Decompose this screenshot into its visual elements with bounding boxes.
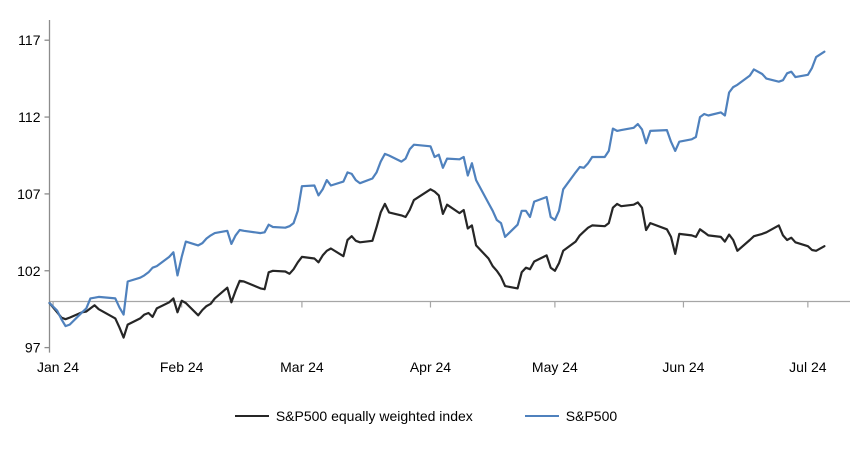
x-tick-label-4: May 24 (532, 359, 578, 375)
x-tick-label-5: Jun 24 (662, 359, 704, 375)
legend-label-sp500: S&P500 (565, 408, 618, 424)
sp500-equal-weight-line (48, 188, 826, 339)
y-tick-label-102: 102 (17, 263, 41, 279)
y-tick-label-97: 97 (25, 340, 41, 356)
x-tick-label-3: Apr 24 (410, 359, 451, 375)
legend-item-sp500-ew: S&P500 equally weighted index (234, 408, 473, 424)
y-tick-label-107: 107 (17, 186, 41, 202)
chart-legend: S&P500 equally weighted index S&P500 (0, 408, 852, 424)
x-tick-label-2: Mar 24 (280, 359, 324, 375)
sp500-ew-line-swatch (234, 415, 269, 417)
x-tick-label-1: Feb 24 (160, 359, 204, 375)
y-tick-label-112: 112 (18, 109, 41, 125)
sp500-line (48, 50, 826, 328)
sp500-line-swatch (524, 415, 559, 417)
legend-item-sp500: S&P500 (524, 408, 618, 424)
legend-label-sp500-ew: S&P500 equally weighted index (275, 408, 473, 424)
chart-canvas: 97 102 107 112 117 Jan 24 Feb 24 Mar 24 Apr 24 Ma… (17, 20, 850, 375)
x-tick-label-0: Jan 24 (37, 359, 79, 375)
x-tick-label-6: Jul 24 (789, 359, 827, 375)
y-tick-label-117: 117 (18, 32, 41, 48)
